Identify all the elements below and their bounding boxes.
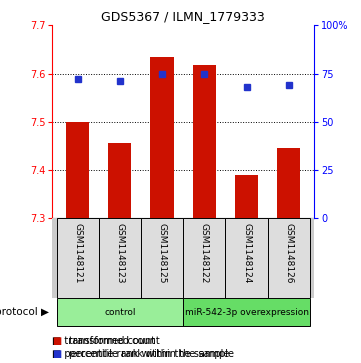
Text: GSM1148124: GSM1148124: [242, 223, 251, 284]
Text: GSM1148122: GSM1148122: [200, 223, 209, 284]
Text: protocol ▶: protocol ▶: [0, 307, 49, 317]
Bar: [183, 218, 225, 298]
Bar: [268, 218, 310, 298]
Bar: [57, 218, 99, 298]
Text: control: control: [104, 308, 136, 317]
Bar: [108, 143, 131, 218]
Bar: [183, 298, 310, 326]
Text: GSM1148121: GSM1148121: [73, 223, 82, 284]
Bar: [66, 122, 89, 218]
Text: GSM1148126: GSM1148126: [284, 223, 293, 284]
Text: GSM1148123: GSM1148123: [116, 223, 125, 284]
Text: GSM1148125: GSM1148125: [158, 223, 166, 284]
Text: miR-542-3p overexpression: miR-542-3p overexpression: [184, 308, 309, 317]
Text: ■ transformed count: ■ transformed count: [52, 336, 156, 346]
Text: percentile rank within the sample: percentile rank within the sample: [69, 349, 234, 359]
Bar: [225, 218, 268, 298]
Text: transformed count: transformed count: [69, 336, 159, 346]
Bar: [99, 218, 141, 298]
Bar: [193, 65, 216, 218]
Bar: [141, 218, 183, 298]
Bar: [235, 175, 258, 218]
Bar: [57, 298, 183, 326]
Title: GDS5367 / ILMN_1779333: GDS5367 / ILMN_1779333: [101, 10, 265, 23]
Text: ■: ■: [52, 336, 62, 346]
Bar: [151, 57, 174, 218]
Bar: [277, 148, 300, 218]
Text: ■: ■: [52, 349, 62, 359]
Text: ■ percentile rank within the sample: ■ percentile rank within the sample: [52, 349, 230, 359]
